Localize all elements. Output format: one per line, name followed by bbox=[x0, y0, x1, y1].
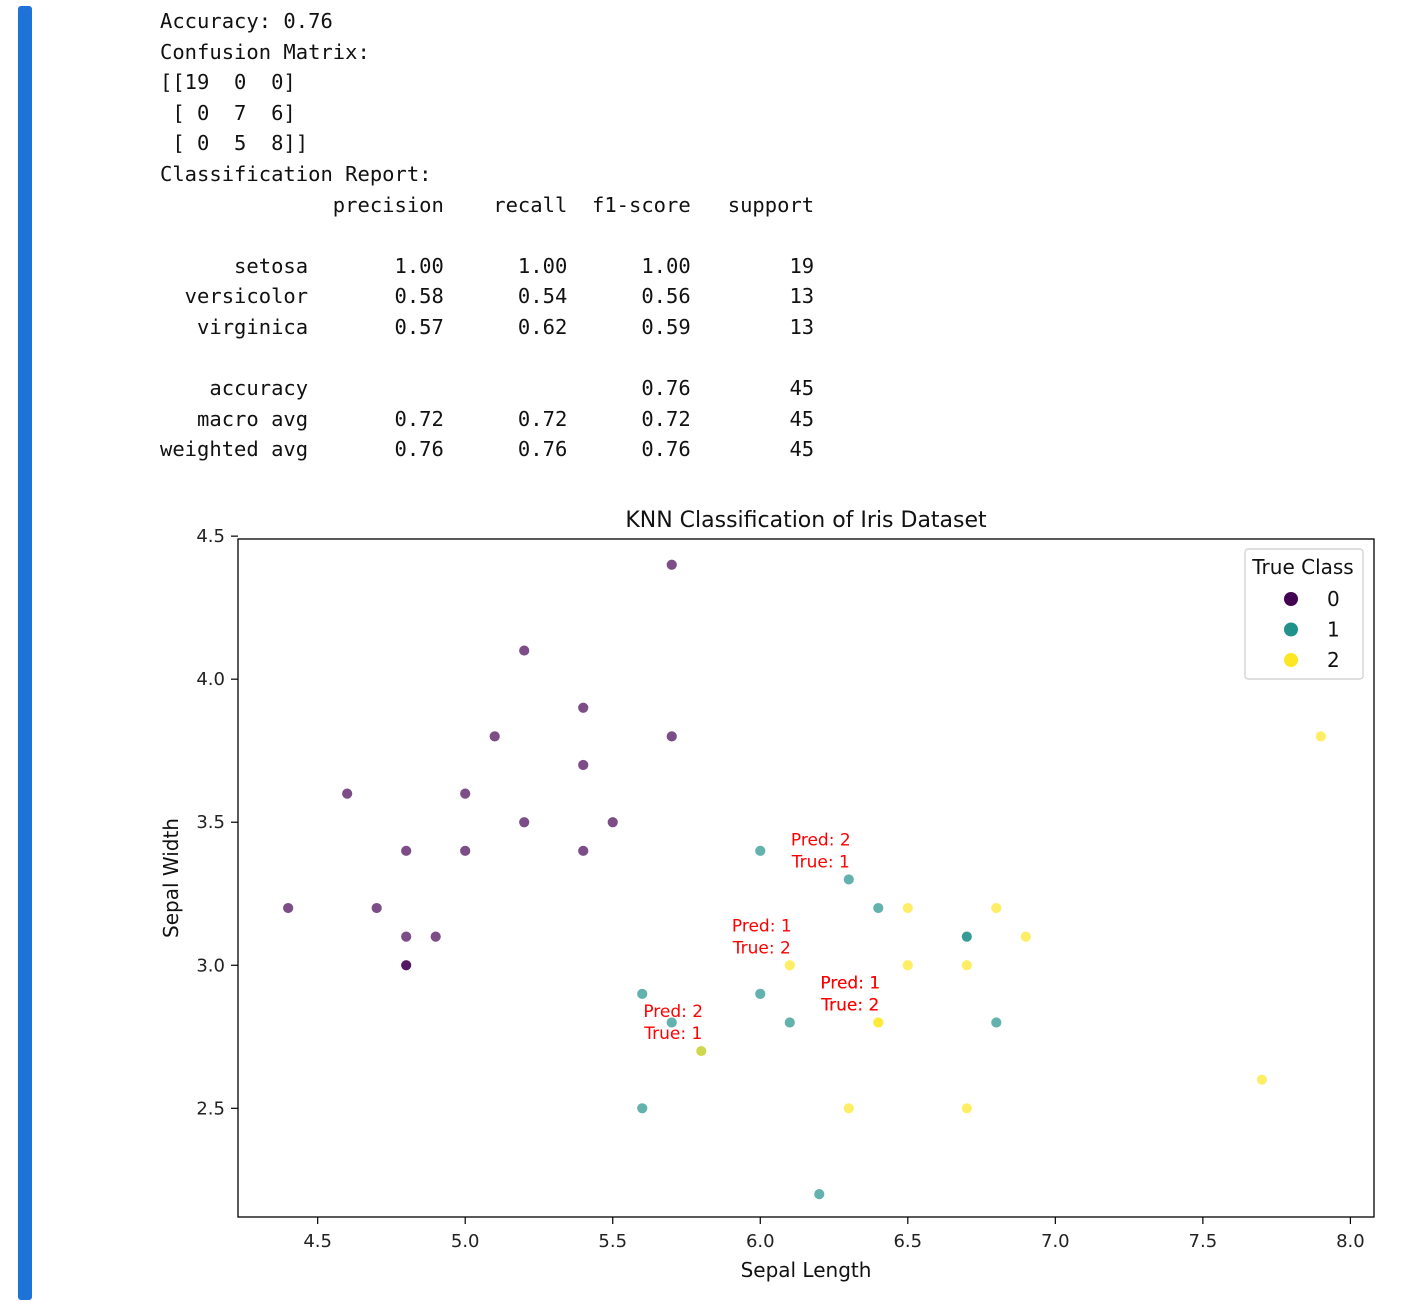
scatter-point-class-0 bbox=[577, 759, 590, 771]
confusion-matrix-row: [[19 0 0] bbox=[160, 70, 296, 95]
report-row-macro-avg: macro avg 0.72 0.72 0.72 45 bbox=[160, 406, 815, 431]
scatter-point-class-0 bbox=[665, 730, 678, 743]
scatter-point-class-0 bbox=[341, 787, 354, 800]
confusion-matrix-row: [ 0 7 6] bbox=[160, 100, 296, 125]
scatter-point-class-2 bbox=[1019, 930, 1032, 943]
scatter-point-class-1 bbox=[813, 1188, 826, 1201]
scatter-point-class-0 bbox=[577, 701, 590, 714]
scatter-point-class-0 bbox=[606, 816, 619, 829]
report-row-setosa: setosa 1.00 1.00 1.00 19 bbox=[160, 253, 815, 278]
confusion-matrix-title: Confusion Matrix: bbox=[160, 39, 370, 64]
scatter-point-class-0 bbox=[400, 930, 413, 943]
x-tick-label: 5.0 bbox=[451, 1231, 480, 1252]
report-row-versicolor: versicolor 0.58 0.54 0.56 13 bbox=[160, 284, 815, 309]
scatter-point-class-2 bbox=[842, 1102, 855, 1115]
scatter-point-class-2 bbox=[872, 1016, 885, 1029]
x-tick-label: 6.0 bbox=[746, 1231, 775, 1252]
scatter-point-class-2 bbox=[1314, 730, 1327, 743]
legend-marker-class-0 bbox=[1284, 592, 1298, 606]
scatter-point-class-2 bbox=[960, 959, 973, 972]
misclassification-annotation: Pred: 1 bbox=[820, 973, 880, 993]
legend-marker-class-2 bbox=[1284, 653, 1298, 667]
legend-label: 2 bbox=[1327, 648, 1340, 672]
report-row-accuracy: accuracy 0.76 45 bbox=[160, 376, 815, 401]
x-axis-label: Sepal Length bbox=[741, 1258, 872, 1282]
scatter-point-class-1 bbox=[636, 1102, 649, 1115]
legend: True Class 0 1 2 bbox=[1244, 548, 1364, 680]
misclassification-annotation: Pred: 2 bbox=[791, 830, 851, 850]
scatter-point-class-1 bbox=[960, 930, 973, 943]
scatter-point-class-1 bbox=[990, 1016, 1003, 1029]
legend-label: 1 bbox=[1327, 618, 1340, 642]
x-tick-label: 8.0 bbox=[1336, 1231, 1365, 1252]
scatter-point-class-2 bbox=[695, 1045, 708, 1057]
axes-layer: 4.5 5.0 5.5 6.0 6.5 7.0 7.5 8.0 2.5 3.0 3.5 4.0 4.5 bbox=[196, 526, 1364, 1252]
scatter-point-class-1 bbox=[754, 844, 767, 857]
misclassification-annotation: True: 2 bbox=[820, 995, 879, 1015]
scatter-point-class-2 bbox=[901, 902, 914, 914]
scatter-point-class-0 bbox=[400, 844, 413, 857]
legend-marker-class-1 bbox=[1284, 622, 1298, 637]
y-tick-label: 3.0 bbox=[196, 955, 225, 976]
scatter-point-class-0 bbox=[459, 844, 472, 857]
scatter-point-class-1 bbox=[842, 873, 855, 886]
misclassification-annotation: True: 2 bbox=[732, 938, 791, 958]
misclassification-annotation: Pred: 1 bbox=[732, 916, 792, 936]
scatter-point-class-2 bbox=[990, 902, 1003, 914]
scatter-point-class-0 bbox=[488, 730, 501, 743]
misclassification-annotation: True: 1 bbox=[643, 1024, 702, 1044]
y-axis-label: Sepal Width bbox=[159, 818, 183, 938]
scatter-point-class-0 bbox=[518, 816, 531, 829]
plot-points-layer bbox=[282, 558, 1327, 1201]
x-tick-label: 6.5 bbox=[893, 1231, 922, 1252]
misclassification-annotation: True: 2 bbox=[820, 995, 879, 1015]
scatter-point-class-1 bbox=[872, 902, 885, 914]
report-row-weighted-avg: weighted avg 0.76 0.76 0.76 45 bbox=[160, 437, 815, 462]
scatter-point-class-0 bbox=[518, 644, 531, 657]
plot-frame bbox=[237, 538, 1375, 1218]
misclassification-annotation: Pred: 1 bbox=[820, 973, 880, 993]
x-tick-label: 4.5 bbox=[303, 1231, 332, 1252]
misclassification-annotation: Pred: 2 bbox=[643, 1002, 703, 1022]
scatter-point-class-1 bbox=[636, 987, 649, 1000]
scatter-point-class-0 bbox=[282, 902, 295, 914]
x-tick-label: 7.5 bbox=[1189, 1231, 1218, 1252]
misclassification-annotation: True: 1 bbox=[791, 852, 850, 872]
classification-report-title: Classification Report: bbox=[160, 161, 432, 186]
scatter-point-class-0 bbox=[577, 844, 590, 857]
y-tick-label: 2.5 bbox=[196, 1098, 225, 1119]
scatter-point-class-2 bbox=[783, 959, 796, 972]
scatter-point-class-2 bbox=[1255, 1073, 1268, 1086]
scatter-point-class-1 bbox=[665, 1016, 678, 1029]
scatter-point-class-0 bbox=[400, 959, 413, 972]
cell-output-text: Accuracy: 0.76 Confusion Matrix: [[19 0 … bbox=[160, 6, 814, 465]
legend-title: True Class bbox=[1251, 555, 1353, 579]
y-tick-label: 4.0 bbox=[196, 669, 225, 690]
legend-label: 0 bbox=[1327, 587, 1340, 611]
y-tick-label: 4.5 bbox=[196, 526, 225, 547]
scatter-point-class-0 bbox=[370, 902, 383, 914]
cell-indicator-bar[interactable] bbox=[18, 6, 32, 1300]
scatter-point-class-1 bbox=[783, 1016, 796, 1029]
scatter-point-class-2 bbox=[901, 959, 914, 972]
x-tick-label: 7.0 bbox=[1041, 1231, 1070, 1252]
confusion-matrix-row: [ 0 5 8]] bbox=[160, 131, 309, 156]
legend-box bbox=[1244, 548, 1364, 680]
scatter-point-class-0 bbox=[429, 930, 442, 943]
scatter-point-class-0 bbox=[459, 787, 472, 800]
accuracy-line: Accuracy: 0.76 bbox=[160, 9, 333, 33]
scatter-point-class-1 bbox=[754, 987, 767, 1000]
chart-title: KNN Classification of Iris Dataset bbox=[625, 508, 987, 533]
x-tick-label: 5.5 bbox=[598, 1231, 627, 1252]
report-header-row: precision recall f1-score support bbox=[160, 192, 815, 217]
scatter-point-class-0 bbox=[665, 558, 678, 571]
y-tick-label: 3.5 bbox=[196, 812, 225, 833]
report-row-virginica: virginica 0.57 0.62 0.59 13 bbox=[160, 314, 815, 339]
scatter-point-class-2 bbox=[960, 1102, 973, 1115]
